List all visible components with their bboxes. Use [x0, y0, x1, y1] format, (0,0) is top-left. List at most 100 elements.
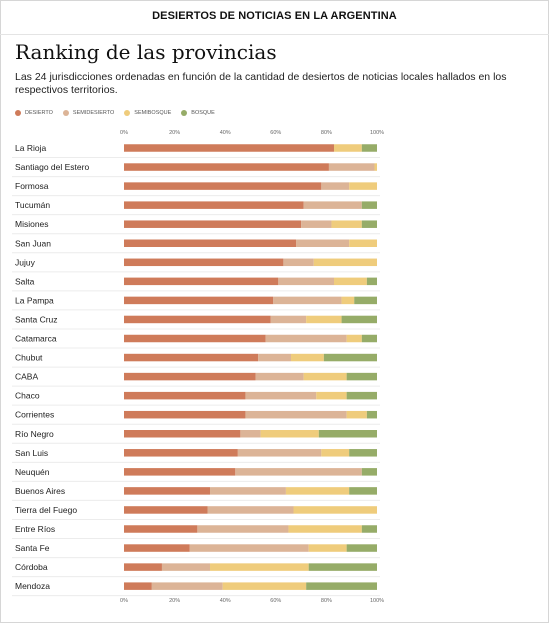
- x-tick-top-0: 0%: [120, 130, 128, 136]
- bar-semidesierto-17: [235, 468, 362, 476]
- bar-semidesierto-14: [245, 410, 347, 419]
- bar-desierto-16: [124, 449, 238, 457]
- chart-title: Ranking de las provincias: [15, 40, 277, 64]
- category-label-12: CABA: [15, 372, 38, 382]
- bar-semidesierto-12: [255, 372, 304, 381]
- category-label-4: Misiones: [15, 219, 49, 229]
- category-label-10: Catamarca: [15, 334, 57, 344]
- bar-semidesierto-23: [151, 582, 223, 590]
- bar-semidesierto-22: [161, 563, 211, 571]
- bar-semibosque-15: [260, 430, 319, 438]
- chart-subtitle: Las 24 jurisdicciones ordenadas en funci…: [15, 71, 507, 96]
- category-label-16: San Luis: [15, 448, 48, 458]
- category-label-14: Corrientes: [15, 410, 54, 420]
- bar-desierto-14: [124, 410, 246, 419]
- bar-semibosque-21: [308, 544, 347, 552]
- bar-desierto-8: [124, 296, 274, 305]
- header-title: DESIERTOS DE NOTICIAS EN LA ARGENTINA: [152, 10, 397, 22]
- bar-semidesierto-4: [301, 220, 332, 228]
- header-bar: DESIERTOS DE NOTICIAS EN LA ARGENTINA: [0, 0, 549, 35]
- legend-item-desierto: DESIERTO: [15, 110, 53, 116]
- x-tick-bottom-3: 60%: [270, 598, 281, 604]
- category-label-1: Santiago del Estero: [15, 162, 89, 172]
- x-tick-bottom-0: 0%: [120, 598, 128, 604]
- bar-semidesierto-7: [278, 277, 334, 286]
- x-tick-bottom-5: 100%: [370, 598, 384, 604]
- bar-desierto-19: [124, 506, 208, 514]
- bar-bosque-15: [318, 430, 377, 438]
- bar-desierto-5: [124, 239, 297, 247]
- bar-bosque-23: [306, 582, 377, 590]
- legend-label-bosque: BOSQUE: [191, 110, 215, 116]
- bar-semibosque-14: [346, 410, 367, 419]
- bar-bosque-18: [349, 487, 377, 495]
- bar-semidesierto-6: [283, 258, 314, 267]
- bar-semibosque-1: [374, 163, 377, 171]
- category-label-0: La Rioja: [15, 143, 46, 153]
- bar-desierto-13: [124, 391, 246, 400]
- bar-desierto-15: [124, 430, 241, 438]
- bar-bosque-16: [349, 449, 377, 457]
- category-label-23: Mendoza: [15, 581, 50, 591]
- bar-desierto-17: [124, 468, 236, 476]
- bar-bosque-8: [354, 296, 377, 305]
- category-label-20: Entre Ríos: [15, 524, 55, 534]
- bar-desierto-0: [124, 144, 334, 152]
- category-label-13: Chaco: [15, 391, 40, 401]
- legend-label-semidesierto: SEMIDESIERTO: [72, 110, 115, 116]
- bar-bosque-13: [346, 391, 377, 400]
- bar-semibosque-0: [333, 144, 362, 152]
- bar-bosque-12: [346, 372, 377, 381]
- bar-desierto-2: [124, 182, 322, 190]
- legend-label-desierto: DESIERTO: [25, 110, 53, 116]
- bar-bosque-7: [366, 277, 377, 286]
- bar-semibosque-18: [285, 487, 350, 495]
- bar-semidesierto-19: [207, 506, 294, 514]
- legend-swatch-bosque: [181, 110, 188, 116]
- bar-bosque-14: [366, 410, 377, 419]
- x-tick-top-5: 100%: [370, 130, 384, 136]
- bar-semidesierto-10: [265, 334, 347, 343]
- bar-semidesierto-21: [189, 544, 309, 552]
- bar-semibosque-20: [288, 525, 362, 533]
- bar-bosque-4: [361, 220, 377, 228]
- bar-bosque-0: [361, 144, 377, 152]
- x-tick-top-4: 80%: [321, 130, 332, 136]
- x-tick-bottom-4: 80%: [321, 598, 332, 604]
- bar-semibosque-4: [331, 220, 362, 228]
- bar-desierto-6: [124, 258, 284, 267]
- bar-semibosque-16: [321, 449, 350, 457]
- category-label-21: Santa Fe: [15, 543, 50, 553]
- bar-semidesierto-13: [245, 391, 317, 400]
- bar-semidesierto-1: [328, 163, 375, 171]
- x-tick-top-3: 60%: [270, 130, 281, 136]
- bar-semidesierto-15: [240, 430, 261, 438]
- bar-semidesierto-5: [296, 239, 350, 247]
- x-tick-bottom-1: 20%: [169, 598, 180, 604]
- legend-item-semibosque: SEMIBOSQUE: [124, 110, 171, 116]
- category-label-11: Chubut: [15, 353, 43, 363]
- category-label-5: San Juan: [15, 238, 51, 248]
- bar-desierto-18: [124, 487, 211, 495]
- bar-bosque-22: [308, 563, 377, 571]
- category-label-17: Neuquén: [15, 467, 50, 477]
- category-label-19: Tierra del Fuego: [15, 505, 77, 515]
- chart-legend: DESIERTO SEMIDESIERTO SEMIBOSQUE BOSQUE: [15, 108, 225, 118]
- category-label-18: Buenos Aires: [15, 486, 65, 496]
- bar-desierto-4: [124, 220, 302, 228]
- category-label-8: La Pampa: [15, 295, 54, 305]
- x-tick-top-1: 20%: [169, 130, 180, 136]
- legend-label-semibosque: SEMIBOSQUE: [134, 110, 172, 116]
- bar-semidesierto-16: [237, 449, 322, 457]
- bar-semibosque-6: [313, 258, 377, 267]
- x-tick-bottom-2: 40%: [220, 598, 231, 604]
- bar-desierto-22: [124, 563, 162, 571]
- bar-desierto-12: [124, 372, 256, 381]
- bar-desierto-1: [124, 163, 329, 171]
- bar-desierto-23: [124, 582, 152, 590]
- bar-bosque-11: [323, 353, 377, 362]
- bar-semidesierto-20: [197, 525, 289, 533]
- bar-semidesierto-18: [210, 487, 286, 495]
- bar-semibosque-5: [349, 239, 377, 247]
- bar-desierto-10: [124, 334, 266, 343]
